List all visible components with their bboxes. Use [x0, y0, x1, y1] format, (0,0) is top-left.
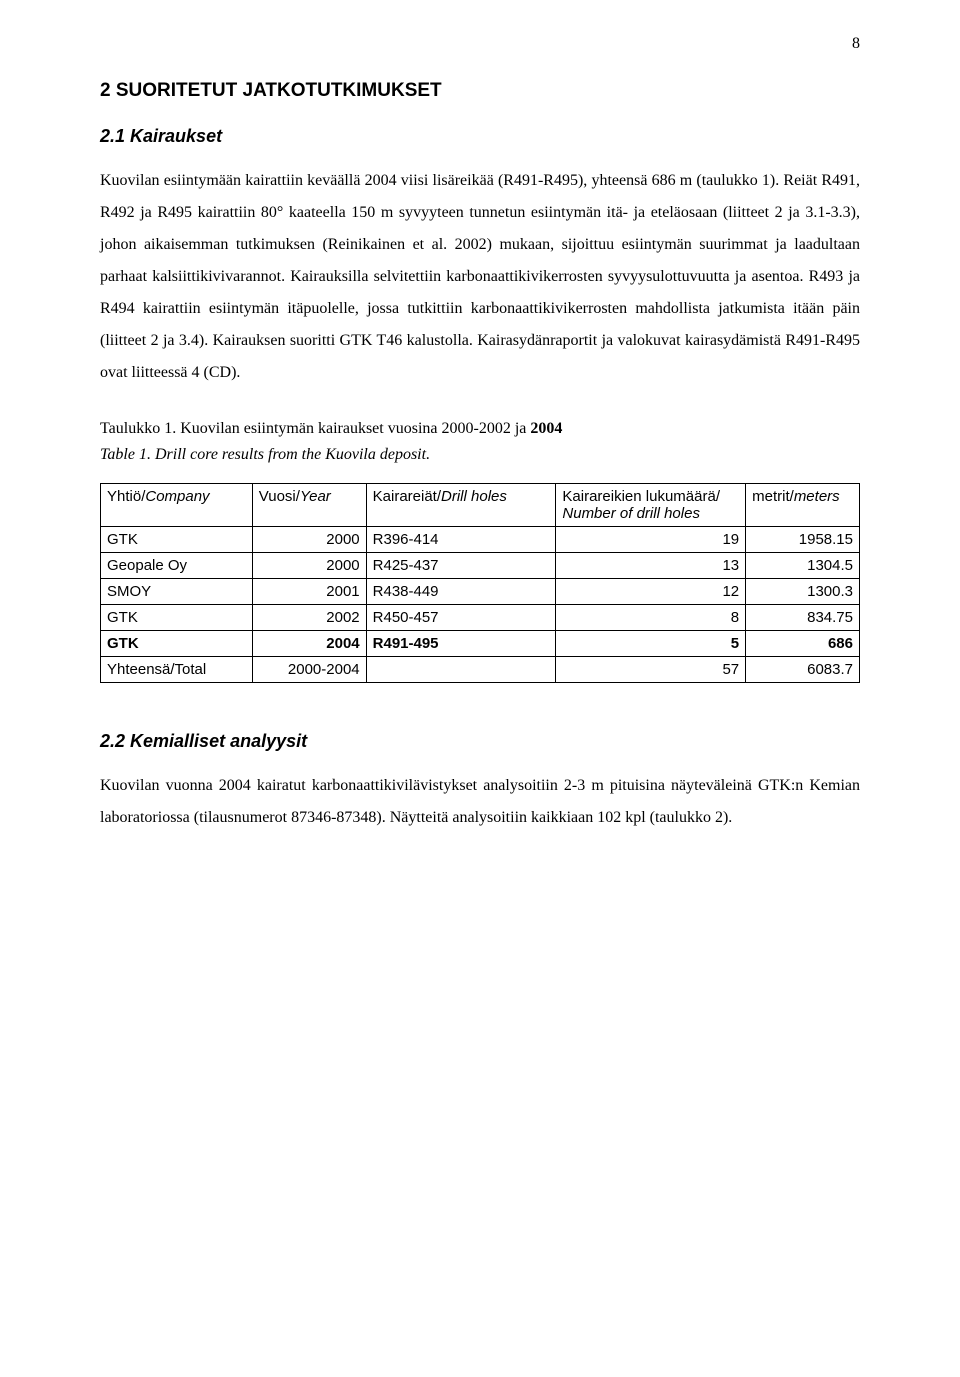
- cell-holes: R438-449: [366, 579, 556, 605]
- cell-company: GTK: [101, 605, 253, 631]
- th-count-label1: Kairareikien: [562, 488, 641, 505]
- cell-count: 13: [556, 553, 746, 579]
- cell-meters: 1304.5: [746, 553, 860, 579]
- cell-count: 8: [556, 605, 746, 631]
- cell-company: Yhteensä/Total: [101, 657, 253, 683]
- cell-company: Geopale Oy: [101, 553, 253, 579]
- caption-plain: Taulukko 1. Kuovilan esiintymän kairauks…: [100, 420, 526, 437]
- cell-count: 57: [556, 657, 746, 683]
- table-caption-line1: Taulukko 1. Kuovilan esiintymän kairauks…: [100, 417, 860, 441]
- cell-year: 2000: [252, 527, 366, 553]
- cell-count: 5: [556, 631, 746, 657]
- table-caption-line2: Table 1. Drill core results from the Kuo…: [100, 443, 860, 467]
- th-count-label2: lukumäärä/: [646, 488, 720, 505]
- cell-holes: R450-457: [366, 605, 556, 631]
- cell-holes: [366, 657, 556, 683]
- cell-meters: 1300.3: [746, 579, 860, 605]
- cell-year: 2000-2004: [252, 657, 366, 683]
- th-meters-label: metrit/: [752, 488, 794, 505]
- heading-sub-analyysit: 2.2 Kemialliset analyysit: [100, 731, 860, 752]
- th-meters: metrit/meters: [746, 484, 860, 527]
- drill-results-table: Yhtiö/Company Vuosi/Year Kairareiät/Dril…: [100, 483, 860, 683]
- cell-meters: 834.75: [746, 605, 860, 631]
- th-count-italic: Number of drill holes: [562, 505, 700, 522]
- table-row: SMOY2001R438-449121300.3: [101, 579, 860, 605]
- th-year-italic: Year: [300, 488, 331, 505]
- cell-year: 2004: [252, 631, 366, 657]
- table-row: Geopale Oy2000R425-437131304.5: [101, 553, 860, 579]
- th-holes-label: Kairareiät/: [373, 488, 441, 505]
- table-header-row: Yhtiö/Company Vuosi/Year Kairareiät/Dril…: [101, 484, 860, 527]
- cell-company: GTK: [101, 527, 253, 553]
- paragraph-2: Kuovilan vuonna 2004 kairatut karbonaatt…: [100, 770, 860, 834]
- cell-count: 12: [556, 579, 746, 605]
- cell-year: 2002: [252, 605, 366, 631]
- cell-holes: R396-414: [366, 527, 556, 553]
- cell-company: SMOY: [101, 579, 253, 605]
- cell-meters: 686: [746, 631, 860, 657]
- cell-meters: 1958.15: [746, 527, 860, 553]
- cell-meters: 6083.7: [746, 657, 860, 683]
- th-count: Kairareikien lukumäärä/ Number of drill …: [556, 484, 746, 527]
- cell-company: GTK: [101, 631, 253, 657]
- cell-year: 2000: [252, 553, 366, 579]
- th-holes-italic: Drill holes: [441, 488, 507, 505]
- document-page: 8 2 SUORITETUT JATKOTUTKIMUKSET 2.1 Kair…: [0, 0, 960, 1377]
- heading-sub-kairaukset: 2.1 Kairaukset: [100, 126, 860, 147]
- table-row: GTK2004R491-4955686: [101, 631, 860, 657]
- table-row: GTK2000R396-414191958.15: [101, 527, 860, 553]
- cell-holes: R425-437: [366, 553, 556, 579]
- th-year: Vuosi/Year: [252, 484, 366, 527]
- table-body: GTK2000R396-414191958.15Geopale Oy2000R4…: [101, 527, 860, 683]
- table-row: GTK2002R450-4578834.75: [101, 605, 860, 631]
- paragraph-1: Kuovilan esiintymään kairattiin keväällä…: [100, 165, 860, 389]
- heading-main: 2 SUORITETUT JATKOTUTKIMUKSET: [100, 80, 860, 102]
- th-company-italic: Company: [145, 488, 209, 505]
- cell-count: 19: [556, 527, 746, 553]
- table-row: Yhteensä/Total2000-2004 576083.7: [101, 657, 860, 683]
- cell-year: 2001: [252, 579, 366, 605]
- th-year-label: Vuosi/: [259, 488, 300, 505]
- th-holes: Kairareiät/Drill holes: [366, 484, 556, 527]
- th-company: Yhtiö/Company: [101, 484, 253, 527]
- page-number: 8: [852, 35, 860, 53]
- caption-bold: 2004: [526, 420, 562, 437]
- th-meters-italic: meters: [794, 488, 840, 505]
- cell-holes: R491-495: [366, 631, 556, 657]
- th-company-label: Yhtiö/: [107, 488, 145, 505]
